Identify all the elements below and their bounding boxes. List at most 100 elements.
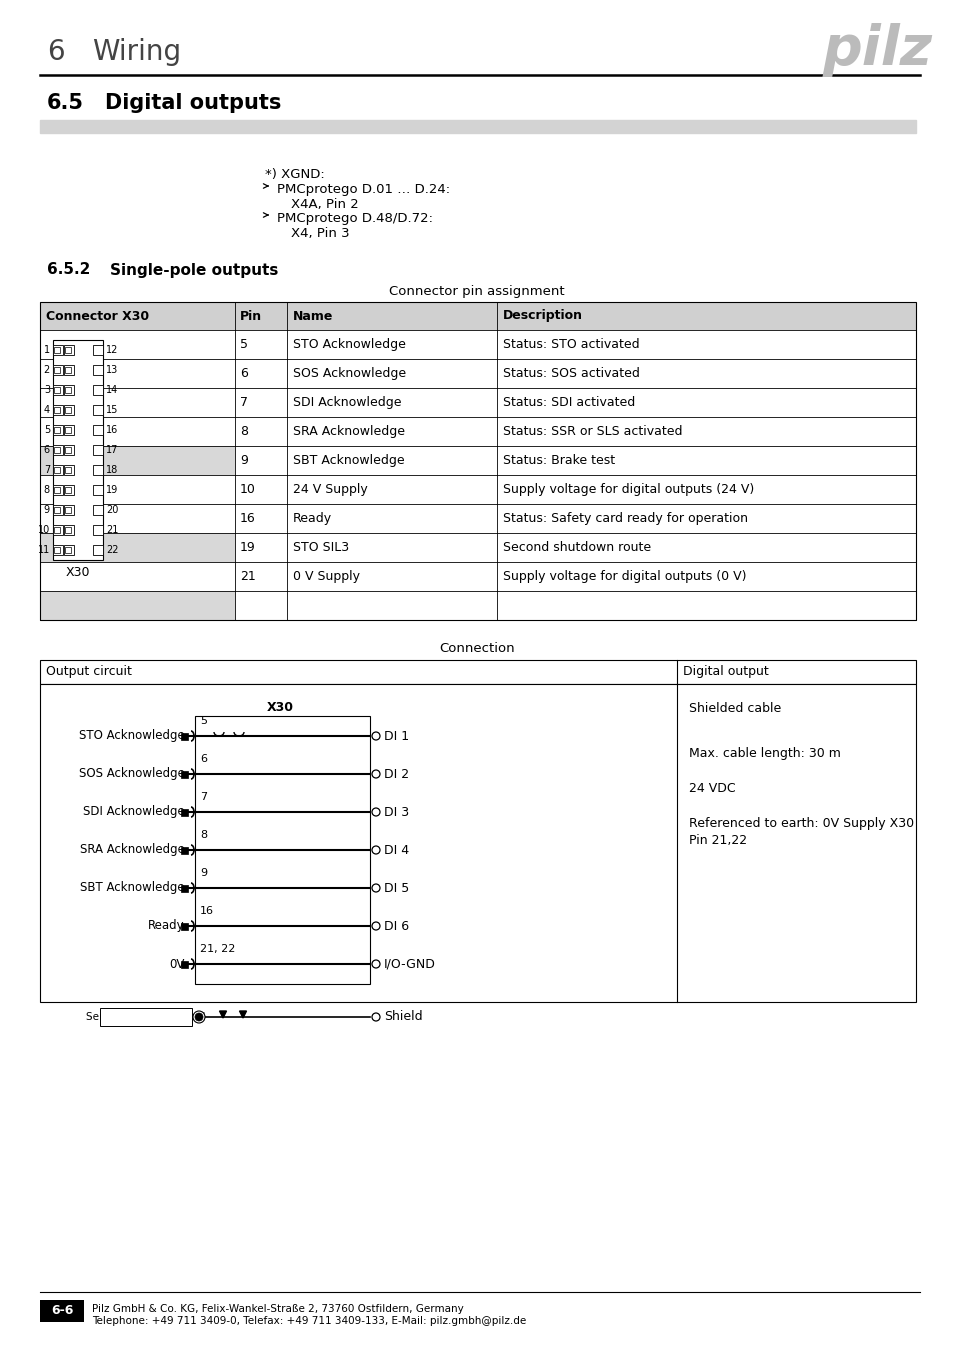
Bar (53, 340, 103, 560)
Bar (234, 504, 915, 533)
Text: 14: 14 (106, 385, 118, 396)
Bar (234, 562, 915, 591)
Bar (53, 525, 63, 535)
Text: 4: 4 (44, 405, 50, 414)
Text: 12: 12 (106, 346, 118, 355)
Text: PMCprotego D.01 … D.24:: PMCprotego D.01 … D.24: (276, 184, 450, 196)
Circle shape (372, 884, 379, 892)
Text: DI 5: DI 5 (384, 882, 409, 895)
Bar (40, 533, 234, 562)
Text: Ready: Ready (293, 512, 332, 525)
Text: SRA Acknowledge: SRA Acknowledge (293, 425, 405, 437)
Text: 6.5.2: 6.5.2 (47, 262, 91, 278)
Text: 13: 13 (106, 364, 118, 375)
Text: Status: Safety card ready for operation: Status: Safety card ready for operation (502, 512, 747, 525)
Bar (64, 525, 74, 535)
Bar (53, 520, 103, 540)
Text: X4, Pin 3: X4, Pin 3 (291, 227, 349, 240)
Circle shape (372, 1012, 379, 1021)
Bar (92, 525, 103, 535)
Bar (40, 684, 915, 1002)
Bar (92, 346, 103, 355)
Text: X30: X30 (266, 701, 294, 714)
Bar (64, 364, 74, 375)
Bar (53, 505, 63, 514)
Bar (54, 367, 60, 373)
Text: Description: Description (502, 309, 582, 323)
Text: PMCprotego D.48/D.72:: PMCprotego D.48/D.72: (276, 212, 433, 225)
Bar (53, 346, 63, 355)
Text: Max. cable length: 30 m: Max. cable length: 30 m (688, 747, 840, 760)
Bar (66, 508, 71, 513)
Text: Telephone: +49 711 3409-0, Telefax: +49 711 3409-133, E-Mail: pilz.gmbh@pilz.de: Telephone: +49 711 3409-0, Telefax: +49 … (91, 1316, 526, 1326)
Bar (194, 716, 370, 984)
Text: 9: 9 (44, 505, 50, 514)
Text: SDI Acknowledge: SDI Acknowledge (293, 396, 401, 409)
Text: 6: 6 (240, 367, 248, 379)
Bar (100, 1008, 192, 1026)
Text: Servo Amplifier  Shield: Servo Amplifier Shield (87, 1012, 206, 1022)
Bar (92, 505, 103, 514)
Text: SBT Acknowledge: SBT Acknowledge (80, 882, 185, 895)
Bar (40, 302, 915, 620)
Text: DI 6: DI 6 (384, 919, 409, 933)
Text: 16: 16 (106, 425, 118, 435)
Text: Status: Brake test: Status: Brake test (502, 454, 615, 467)
Bar (234, 417, 915, 446)
Bar (66, 427, 71, 433)
Bar (54, 526, 60, 533)
Text: *) XGND:: *) XGND: (265, 167, 324, 181)
Text: 0V: 0V (170, 957, 185, 971)
Bar (92, 425, 103, 435)
Text: Status: SOS activated: Status: SOS activated (502, 367, 639, 379)
Text: 3: 3 (44, 385, 50, 396)
Bar (92, 446, 103, 455)
Bar (53, 420, 103, 440)
Bar (234, 387, 915, 417)
Text: Status: SSR or SLS activated: Status: SSR or SLS activated (502, 425, 681, 437)
Bar (54, 347, 60, 352)
Bar (53, 364, 63, 375)
Bar (66, 347, 71, 352)
Text: 5: 5 (240, 338, 248, 351)
Bar (54, 508, 60, 513)
Text: 16: 16 (200, 906, 213, 917)
Text: 19: 19 (106, 485, 118, 495)
Text: 15: 15 (106, 405, 118, 414)
Bar (66, 387, 71, 393)
Text: Connector pin assignment: Connector pin assignment (389, 285, 564, 298)
Bar (54, 447, 60, 454)
Text: DI 1: DI 1 (384, 729, 409, 742)
Bar (181, 733, 188, 740)
Text: 0 V Supply: 0 V Supply (293, 570, 359, 583)
Bar (53, 481, 103, 500)
Bar (64, 485, 74, 495)
Text: 8: 8 (44, 485, 50, 495)
Bar (54, 467, 60, 472)
Text: Supply voltage for digital outputs (24 V): Supply voltage for digital outputs (24 V… (502, 483, 754, 495)
Text: Digital outputs: Digital outputs (105, 93, 281, 113)
Text: Supply voltage for digital outputs (0 V): Supply voltage for digital outputs (0 V) (502, 570, 745, 583)
Text: 8: 8 (240, 425, 248, 437)
Polygon shape (239, 1011, 246, 1018)
Bar (234, 446, 915, 475)
Bar (40, 660, 915, 684)
Text: 19: 19 (240, 541, 255, 554)
Text: Status: SDI activated: Status: SDI activated (502, 396, 635, 409)
Bar (40, 302, 915, 329)
Text: DI 4: DI 4 (384, 844, 409, 856)
Text: Name: Name (293, 309, 333, 323)
Text: Shielded cable: Shielded cable (688, 702, 781, 716)
Bar (92, 385, 103, 396)
Text: 9: 9 (200, 868, 207, 878)
Text: 7: 7 (240, 396, 248, 409)
Text: 20: 20 (106, 505, 118, 514)
Bar (66, 547, 71, 553)
Bar (54, 427, 60, 433)
Bar (181, 809, 188, 815)
Text: Pin: Pin (240, 309, 262, 323)
Text: 7: 7 (44, 464, 50, 475)
Text: Digital output: Digital output (682, 666, 768, 679)
Bar (181, 846, 188, 853)
Text: DI 2: DI 2 (384, 768, 409, 780)
